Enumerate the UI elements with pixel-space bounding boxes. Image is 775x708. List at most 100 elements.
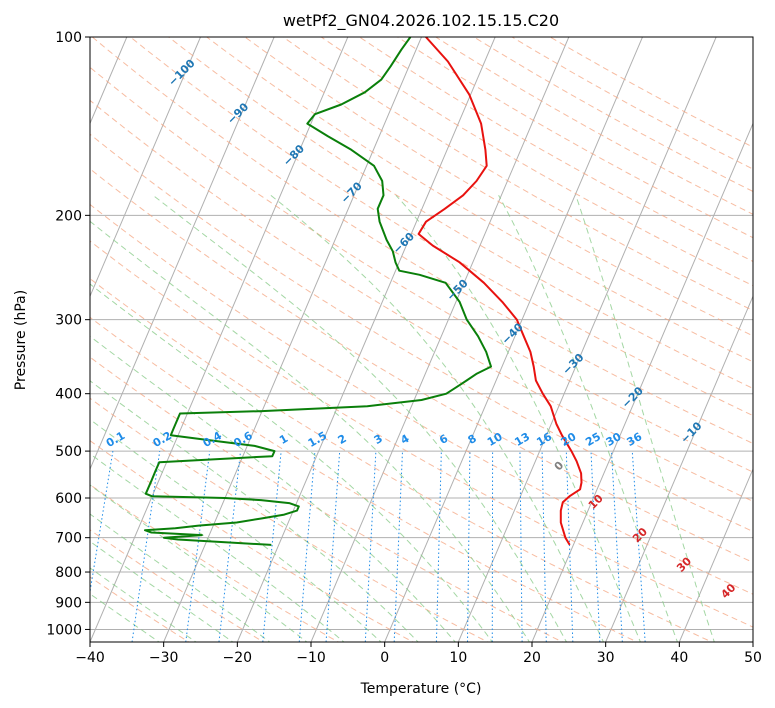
- grid-layer: [90, 37, 753, 642]
- isotherm-line: [163, 37, 422, 642]
- isotherm-line: [384, 37, 643, 642]
- dry-adiabat: [90, 483, 340, 642]
- temperature-profile-line: [417, 37, 583, 546]
- isotherm-line: [90, 37, 201, 298]
- moist-adiabat-label: 20: [630, 525, 650, 545]
- dewpoint-profile-line: [144, 37, 492, 546]
- dry-adiabat: [90, 316, 639, 642]
- dry-adiabat: [205, 37, 753, 363]
- mixing-ratio-line: [131, 451, 161, 642]
- x-tick-label: 40: [670, 650, 688, 666]
- mixing-ratio-line: [218, 451, 242, 642]
- moist-adiabat: [90, 418, 382, 642]
- y-tick-label: 400: [55, 387, 82, 403]
- chart-title: wetPf2_GN04.2026.102.15.15.C20: [283, 11, 559, 31]
- dry-adiabat: [549, 37, 753, 148]
- dry-adiabat: [511, 37, 753, 170]
- dry-adiabat: [358, 37, 753, 263]
- dry-adiabat: [90, 99, 753, 502]
- y-tick-label: 300: [55, 313, 82, 329]
- mixing-ratio-label: 0.1: [104, 429, 127, 450]
- dry-adiabat: [90, 203, 753, 595]
- moist-adiabat: [90, 484, 308, 642]
- x-tick-label: 30: [597, 650, 615, 666]
- dry-adiabat: [472, 37, 753, 193]
- dry-adiabat: [90, 168, 753, 563]
- mixing-ratio-line: [364, 451, 377, 642]
- y-tick-label: 600: [55, 491, 82, 507]
- dry-adiabat: [90, 240, 753, 628]
- y-tick-label: 700: [55, 531, 82, 547]
- x-tick-label: −10: [296, 650, 326, 666]
- mixing-ratio-label: 3: [372, 432, 385, 447]
- x-tick-label: 20: [523, 650, 541, 666]
- dry-adiabat: [129, 37, 753, 417]
- x-tick-label: −40: [75, 650, 105, 666]
- mixing-ratio-line: [610, 451, 623, 642]
- isotherm-line: [457, 37, 717, 642]
- x-tick-label: −20: [223, 650, 253, 666]
- x-tick-label: 10: [449, 650, 467, 666]
- mixing-ratio-line: [467, 451, 471, 642]
- mixing-ratio-label: 4: [398, 432, 411, 447]
- moist-adiabat-label: 40: [718, 581, 738, 601]
- mixing-ratio-line: [185, 451, 211, 642]
- dry-adiabat: [320, 37, 753, 287]
- mixing-ratio-label: 1.5: [306, 429, 329, 450]
- mixing-ratio-label: 0.6: [231, 429, 255, 450]
- dry-adiabat: [90, 440, 414, 642]
- mixing-ratio-line: [435, 451, 442, 642]
- x-tick-label: 50: [744, 650, 762, 666]
- mixing-ratio-label: 0.2: [151, 429, 174, 450]
- moist-adiabat: [575, 195, 715, 642]
- mixing-ratio-label: 16: [534, 430, 554, 449]
- mixing-ratio-label: 8: [466, 432, 479, 447]
- mixing-ratio-label: 6: [437, 432, 450, 447]
- mixing-ratio-label: 0.4: [201, 429, 225, 450]
- isotherm-line: [531, 122, 753, 642]
- isotherm-line: [236, 37, 496, 642]
- mixing-ratio-label: 36: [625, 430, 645, 449]
- data-layer: [144, 37, 583, 546]
- dry-adiabat: [90, 133, 753, 533]
- isotherm-line: [90, 37, 349, 642]
- dry-adiabat: [396, 37, 753, 239]
- dry-adiabat: [167, 37, 753, 389]
- isotherm-line: [605, 295, 753, 642]
- moist-adiabat: [152, 194, 568, 642]
- y-tick-label: 100: [55, 30, 82, 46]
- y-tick-label: 1000: [46, 622, 82, 638]
- mixing-ratio-line: [565, 451, 574, 642]
- y-axis-label: Pressure (hPa): [13, 290, 29, 390]
- moist-adiabat: [90, 540, 234, 642]
- mixing-ratio-label: 25: [583, 430, 603, 449]
- y-tick-label: 800: [55, 565, 82, 581]
- moist-adiabat: [90, 335, 456, 642]
- moist-adiabat: [90, 380, 419, 642]
- dry-adiabat: [90, 278, 713, 642]
- isotherm-line: [90, 37, 275, 471]
- isotherm-line: [752, 640, 753, 642]
- y-tick-label: 900: [55, 595, 82, 611]
- mixing-ratio-line: [590, 451, 601, 642]
- dry-adiabat: [91, 37, 753, 445]
- axis-layer: −40 −30 −20 −10 0 10 20 30 40 5010020030040050060…: [46, 30, 762, 666]
- dry-adiabat-label: −100: [166, 56, 198, 88]
- moist-adiabat: [90, 567, 197, 642]
- dry-adiabat: [434, 37, 753, 215]
- x-tick-label: 0: [380, 650, 389, 666]
- x-tick-label: −30: [149, 650, 179, 666]
- moist-adiabat: [395, 194, 642, 642]
- mixing-ratio-label: 2: [336, 432, 349, 447]
- dry-adiabat: [244, 37, 753, 337]
- dry-adiabat: [90, 397, 489, 642]
- moist-adiabat: [498, 195, 678, 642]
- moist-adiabat: [90, 453, 345, 642]
- moist-adiabat: [270, 194, 605, 642]
- moist-adiabat: [90, 513, 271, 642]
- dry-adiabat: [90, 356, 564, 642]
- moist-adiabat: [90, 283, 493, 642]
- moist-adiabat: [90, 220, 531, 642]
- dry-adiabat: [90, 66, 753, 473]
